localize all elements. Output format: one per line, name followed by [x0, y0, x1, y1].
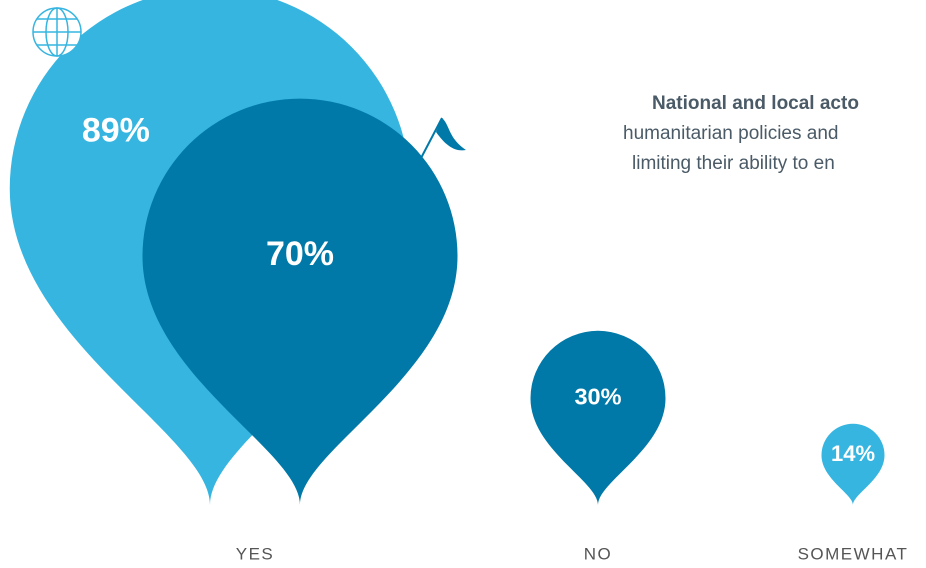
drop: [142, 98, 458, 506]
flag-icon: [419, 117, 466, 161]
value-label: 89%: [82, 112, 150, 150]
globe-icon: [32, 7, 82, 57]
annotation: limiting their ability to en: [632, 153, 835, 174]
category-label: SOMEWHAT: [798, 544, 909, 563]
value-label: 30%: [574, 384, 621, 410]
value-label: 14%: [831, 441, 875, 466]
drop: [821, 423, 885, 505]
annotation: humanitarian policies and: [623, 123, 838, 144]
drops: 89% 70% 30% 14%: [9, 0, 885, 506]
value-label: 70%: [266, 235, 334, 273]
drop: [530, 330, 666, 505]
annotation: National and local acto: [652, 93, 859, 114]
category-label: YES: [236, 544, 275, 563]
category-label: NO: [584, 544, 613, 563]
